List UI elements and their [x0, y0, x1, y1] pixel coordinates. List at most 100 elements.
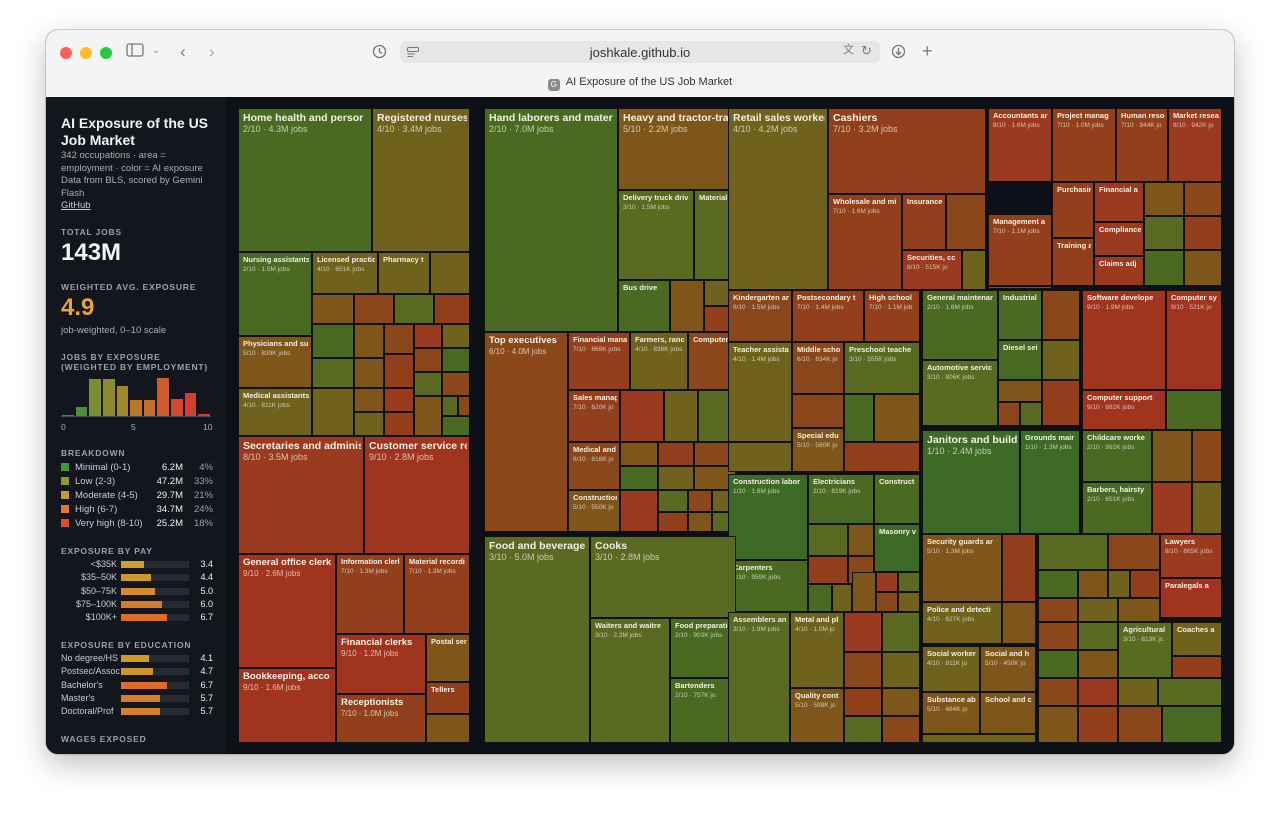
treemap-cell[interactable]: Bus drive — [618, 280, 670, 332]
treemap-cell-small[interactable] — [414, 348, 442, 372]
treemap-cell-small[interactable] — [946, 194, 986, 250]
treemap-cell[interactable]: Substance ab 5/10 · 484K jo — [922, 692, 980, 734]
treemap-cell-small[interactable] — [1158, 678, 1222, 706]
treemap-cell-small[interactable] — [1152, 482, 1192, 534]
github-link[interactable]: GitHub — [61, 200, 91, 211]
sidebar-toggle-icon[interactable] — [126, 43, 144, 60]
treemap-cell-small[interactable] — [1130, 570, 1160, 598]
treemap-cell-small[interactable] — [844, 442, 920, 472]
treemap-cell[interactable]: Cashiers 7/10 · 3.2M jobs — [828, 108, 986, 194]
treemap-cell-small[interactable] — [442, 348, 470, 372]
treemap-cell[interactable]: Information clerl 7/10 · 1.3M jobs — [336, 554, 404, 634]
treemap-cell[interactable]: Heavy and tractor-tra 5/10 · 2.2M jobs — [618, 108, 736, 190]
treemap-cell-small[interactable] — [848, 524, 874, 556]
treemap-cell[interactable]: Hand laborers and mater 2/10 · 7.0M jobs — [484, 108, 618, 332]
treemap-cell-small[interactable] — [1192, 482, 1222, 534]
treemap-cell-small[interactable] — [962, 250, 986, 290]
treemap-cell[interactable]: Compliance — [1094, 222, 1144, 256]
treemap-cell-small[interactable] — [1020, 402, 1042, 426]
treemap-cell-small[interactable] — [1038, 678, 1078, 706]
treemap-cell-small[interactable] — [1042, 380, 1080, 426]
treemap-cell-small[interactable] — [426, 714, 470, 743]
treemap-cell-small[interactable] — [1144, 216, 1184, 250]
treemap-cell[interactable]: Secretaries and adminis 8/10 · 3.5M jobs — [238, 436, 364, 554]
treemap-cell-small[interactable] — [1078, 678, 1118, 706]
treemap-cell-small[interactable] — [922, 734, 1036, 743]
treemap-cell-small[interactable] — [792, 394, 844, 428]
treemap-cell[interactable]: Wholesale and mi 7/10 · 1.6M jobs — [828, 194, 902, 290]
address-bar[interactable]: joshkale.github.io 文 ↻ — [400, 41, 880, 63]
treemap-cell[interactable]: Assemblers an 3/10 · 1.9M jobs — [728, 612, 790, 743]
treemap-cell[interactable]: Construction 5/10 · 550K jo — [568, 490, 620, 532]
treemap-cell-small[interactable] — [1002, 602, 1036, 644]
treemap-cell-small[interactable] — [688, 512, 712, 532]
treemap-cell[interactable]: Kindergarten an 6/10 · 1.5M jobs — [728, 290, 792, 342]
treemap-cell-small[interactable] — [852, 572, 876, 612]
treemap-cell-small[interactable] — [844, 652, 882, 688]
treemap-cell-small[interactable] — [808, 556, 848, 584]
treemap-cell[interactable]: Waiters and waitre 3/10 · 2.3M jobs — [590, 618, 670, 743]
treemap-cell-small[interactable] — [898, 572, 920, 592]
treemap-cell[interactable]: Food preparatic 2/10 · 903K jobs — [670, 618, 736, 678]
treemap-cell[interactable]: Coaches a — [1172, 622, 1222, 656]
treemap-cell-small[interactable] — [1002, 534, 1036, 602]
treemap-cell-small[interactable] — [1118, 598, 1160, 622]
treemap-cell[interactable]: Human resou 7/10 · 944K jo — [1116, 108, 1168, 182]
treemap-cell[interactable]: Farmers, ranc 4/10 · 836K jobs — [630, 332, 688, 390]
treemap-cell[interactable]: Food and beverage 3/10 · 5.0M jobs — [484, 536, 590, 743]
treemap-cell-small[interactable] — [664, 390, 698, 442]
treemap-cell-small[interactable] — [882, 652, 920, 688]
treemap-cell[interactable]: Teacher assistar 4/10 · 1.4M jobs — [728, 342, 792, 442]
treemap-cell[interactable]: Computer support 9/10 · 882K jobs — [1082, 390, 1166, 430]
treemap-cell-small[interactable] — [354, 358, 384, 388]
treemap-cell-small[interactable] — [442, 416, 470, 436]
treemap-cell-small[interactable] — [1078, 622, 1118, 650]
treemap-cell-small[interactable] — [670, 280, 704, 332]
treemap-cell[interactable]: Agricultural 3/10 · 813K jc — [1118, 622, 1172, 678]
treemap-cell[interactable]: Financial mana 7/10 · 869K jobs — [568, 332, 630, 390]
treemap-cell[interactable]: School and c — [980, 692, 1036, 734]
history-clock-icon[interactable] — [372, 44, 387, 62]
chevron-down-icon[interactable]: ⌄ — [152, 45, 160, 55]
treemap-cell[interactable]: Registered nurses 4/10 · 3.4M jobs — [372, 108, 470, 252]
treemap-cell-small[interactable] — [1172, 656, 1222, 678]
treemap-cell[interactable]: Social and h 5/10 · 450K jo — [980, 646, 1036, 692]
treemap-cell-small[interactable] — [414, 396, 442, 436]
treemap-cell[interactable]: Bartenders 2/10 · 757K jo — [670, 678, 736, 743]
treemap-cell-small[interactable] — [882, 612, 920, 652]
treemap-cell[interactable]: Retail sales workers 4/10 · 4.2M jobs — [728, 108, 828, 290]
treemap-cell-small[interactable] — [1078, 706, 1118, 743]
treemap-cell-small[interactable] — [728, 442, 792, 472]
treemap-cell-small[interactable] — [1184, 216, 1222, 250]
treemap-cell[interactable]: Purchasir — [1052, 182, 1094, 238]
treemap-cell-small[interactable] — [1118, 706, 1162, 743]
treemap-cell-small[interactable] — [1038, 534, 1108, 570]
treemap-cell-small[interactable] — [1038, 570, 1078, 598]
treemap-cell-small[interactable] — [414, 324, 442, 348]
treemap-cell[interactable]: Masonry v — [874, 524, 920, 572]
page-menu-icon[interactable] — [407, 46, 419, 61]
treemap-cell[interactable]: Home health and persor 2/10 · 4.3M jobs — [238, 108, 372, 252]
treemap-cell[interactable]: Special edu 5/10 · 580K jo — [792, 428, 844, 472]
treemap-cell-small[interactable] — [844, 716, 882, 743]
treemap-cell-small[interactable] — [442, 324, 470, 348]
treemap-cell[interactable]: Securities, cc 8/10 · 515K jo — [902, 250, 962, 290]
treemap-cell-small[interactable] — [882, 688, 920, 716]
treemap-cell-small[interactable] — [384, 388, 414, 412]
treemap-cell-small[interactable] — [832, 584, 852, 612]
treemap-cell-small[interactable] — [658, 442, 694, 466]
treemap-cell[interactable]: Grounds mair 1/10 · 1.3M jobs — [1020, 430, 1080, 534]
treemap-cell[interactable]: General office clerk 9/10 · 2.6M jobs — [238, 554, 336, 668]
treemap-cell-small[interactable] — [1042, 290, 1080, 340]
treemap-cell-small[interactable] — [1038, 598, 1078, 622]
treemap-cell-small[interactable] — [1162, 706, 1222, 743]
treemap-cell[interactable]: Tellers — [426, 682, 470, 714]
treemap-cell-small[interactable] — [988, 286, 1052, 289]
treemap-cell-small[interactable] — [808, 584, 832, 612]
treemap-cell-small[interactable] — [384, 324, 414, 354]
treemap-cell-small[interactable] — [898, 592, 920, 612]
treemap-cell-small[interactable] — [808, 524, 848, 556]
treemap-cell[interactable]: Computer sy 9/10 · 521K jo — [1166, 290, 1222, 390]
tab-active[interactable]: G AI Exposure of the US Job Market — [46, 76, 1234, 91]
new-tab-plus-icon[interactable]: + — [922, 41, 933, 61]
